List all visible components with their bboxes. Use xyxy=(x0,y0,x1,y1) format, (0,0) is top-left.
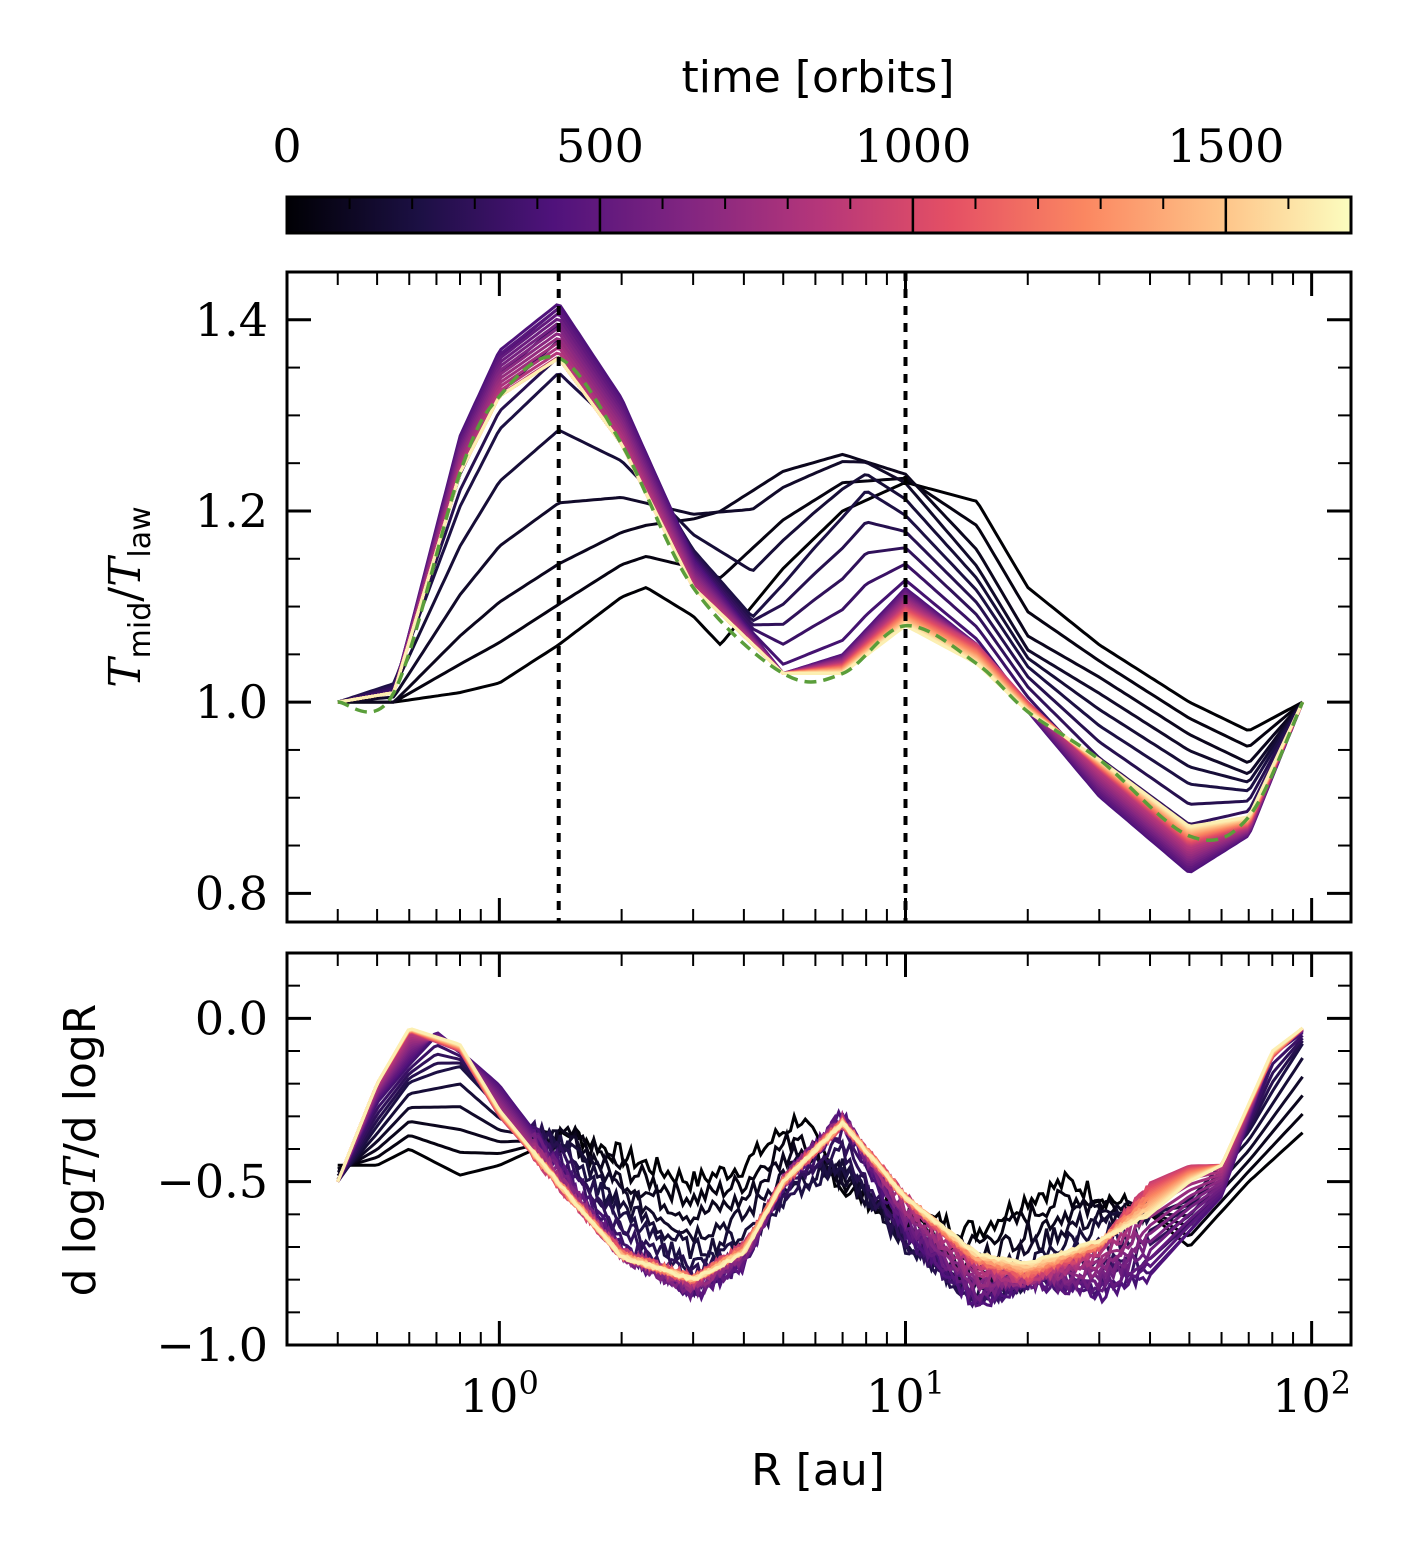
colorbar-tick-label: 500 xyxy=(556,119,644,173)
top-ticks xyxy=(286,272,1351,922)
colorbar-label: time [orbits] xyxy=(681,52,954,103)
bottom-xlabel: R [au] xyxy=(751,1445,885,1496)
colorbar-ticks xyxy=(348,197,1290,233)
top-series-line xyxy=(337,372,1304,793)
top-series-line xyxy=(337,429,1304,784)
top-series-line xyxy=(337,357,1304,828)
top-guides xyxy=(556,272,908,922)
bottom-xtick-labels: 100 101 102 xyxy=(460,1364,1351,1423)
bottom-series-line xyxy=(336,1027,1304,1288)
top-ytick-labels: 0.8 1.0 1.2 1.4 xyxy=(195,293,268,921)
colorbar-bar xyxy=(285,195,1353,235)
bottom-ylabel-suffix: /d logR xyxy=(55,1004,106,1158)
top-series-line xyxy=(337,480,1304,732)
ytick-label: 1.4 xyxy=(195,293,268,347)
bottom-ticks xyxy=(286,952,1351,1347)
top-panel: 0.81.01.21.4 Tmid/Tlaw xyxy=(100,270,1353,924)
top-series-line xyxy=(337,452,1304,764)
top-ylabel: Tmid/Tlaw xyxy=(100,506,158,687)
colorbar-tick-label: 0 xyxy=(272,119,301,173)
bottom-ylabel-var: T xyxy=(55,1154,106,1187)
bottom-series-line xyxy=(336,1026,1304,1281)
ytick-label: 1.0 xyxy=(195,675,268,729)
xtick-label: 101 xyxy=(866,1364,945,1423)
top-series-line xyxy=(337,476,1304,748)
colorbar: time [orbits] 0 500 1000 1500 xyxy=(272,52,1353,235)
xtick-label: 102 xyxy=(1272,1364,1351,1423)
top-curves xyxy=(337,303,1305,874)
bottom-ylabel: d logT/d logR xyxy=(55,1004,106,1297)
top-ylabel-sub2: law xyxy=(123,506,158,557)
bottom-panel: 0.0 −0.5 −1.0 100 101 102 d logT/d logR R [a… xyxy=(55,951,1353,1496)
colorbar-tick-label: 1500 xyxy=(1167,119,1284,173)
top-ylabel-T: T xyxy=(100,655,151,688)
bottom-ylabel-prefix: d log xyxy=(55,1187,106,1296)
top-ylabel-T2: T xyxy=(100,554,151,587)
ytick-label: 0.8 xyxy=(195,866,268,920)
top-series-line xyxy=(337,356,1304,806)
top-axes-frame xyxy=(285,270,1353,924)
top-ylabel-sub1: mid xyxy=(123,602,158,659)
colorbar-tick-label: 1000 xyxy=(854,119,971,173)
ytick-label: 1.2 xyxy=(195,484,268,538)
colorbar-tick-labels: 0 500 1000 1500 xyxy=(272,119,1284,173)
bottom-ytick-labels: 0.0 −0.5 −1.0 xyxy=(156,991,268,1372)
top-reference-dashed-line xyxy=(337,354,1305,842)
top-ylabel-slash: / xyxy=(100,587,151,602)
ytick-label: −1.0 xyxy=(156,1318,268,1372)
bottom-series-line xyxy=(336,1029,1304,1304)
bottom-curves xyxy=(336,1026,1304,1309)
ytick-label: 0.0 xyxy=(195,991,268,1045)
xtick-label: 100 xyxy=(460,1364,539,1423)
ytick-label: −0.5 xyxy=(156,1155,268,1209)
top-series-line xyxy=(337,460,1304,776)
